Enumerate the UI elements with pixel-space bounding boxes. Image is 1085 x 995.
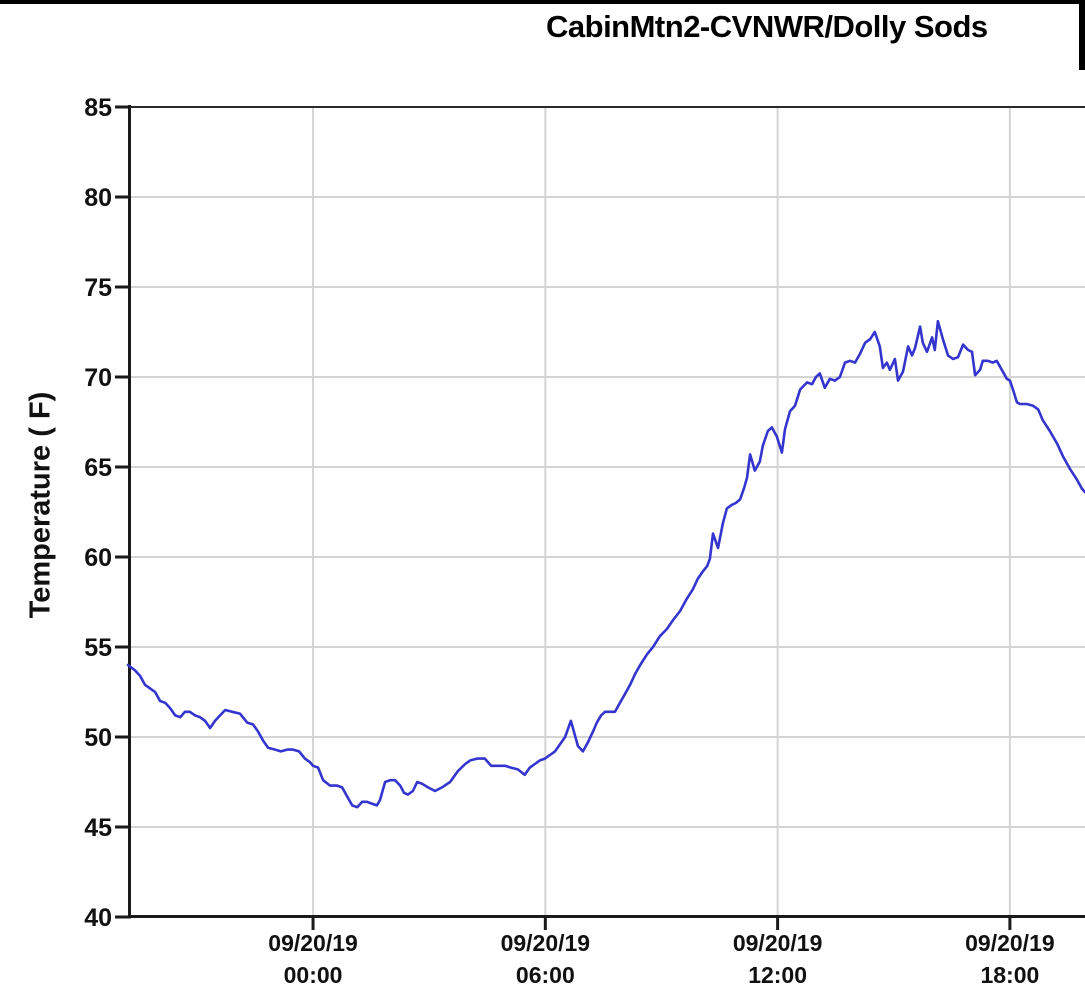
x-tick-label-time-00:00: 00:00 (284, 962, 343, 988)
y-tick-label-50: 50 (84, 724, 112, 752)
chart-title: CabinMtn2-CVNWR/Dolly Sods (546, 9, 988, 44)
top-border-bar (0, 0, 1085, 4)
x-tick-label-date-06:00: 09/20/19 (501, 930, 591, 956)
x-tick-label-date-18:00: 09/20/19 (965, 930, 1055, 956)
x-tick-label-date-12:00: 09/20/19 (733, 930, 823, 956)
y-tick-label-40: 40 (84, 904, 112, 932)
y-tick-label-45: 45 (84, 814, 112, 842)
y-tick-label-75: 75 (84, 274, 112, 302)
y-tick-label-80: 80 (84, 184, 112, 212)
y-tick-label-85: 85 (84, 94, 112, 122)
right-border-strip (1079, 0, 1085, 70)
y-tick-label-60: 60 (84, 544, 112, 572)
y-tick-label-55: 55 (84, 634, 112, 662)
x-tick-label-date-00:00: 09/20/19 (268, 930, 358, 956)
x-tick-label-time-12:00: 12:00 (748, 962, 807, 988)
temperature-series-line (126, 319, 1085, 809)
y-tick-label-65: 65 (84, 454, 112, 482)
x-tick-label-time-06:00: 06:00 (516, 962, 575, 988)
x-tick-label-time-18:00: 18:00 (980, 962, 1039, 988)
y-tick-label-70: 70 (84, 364, 112, 392)
